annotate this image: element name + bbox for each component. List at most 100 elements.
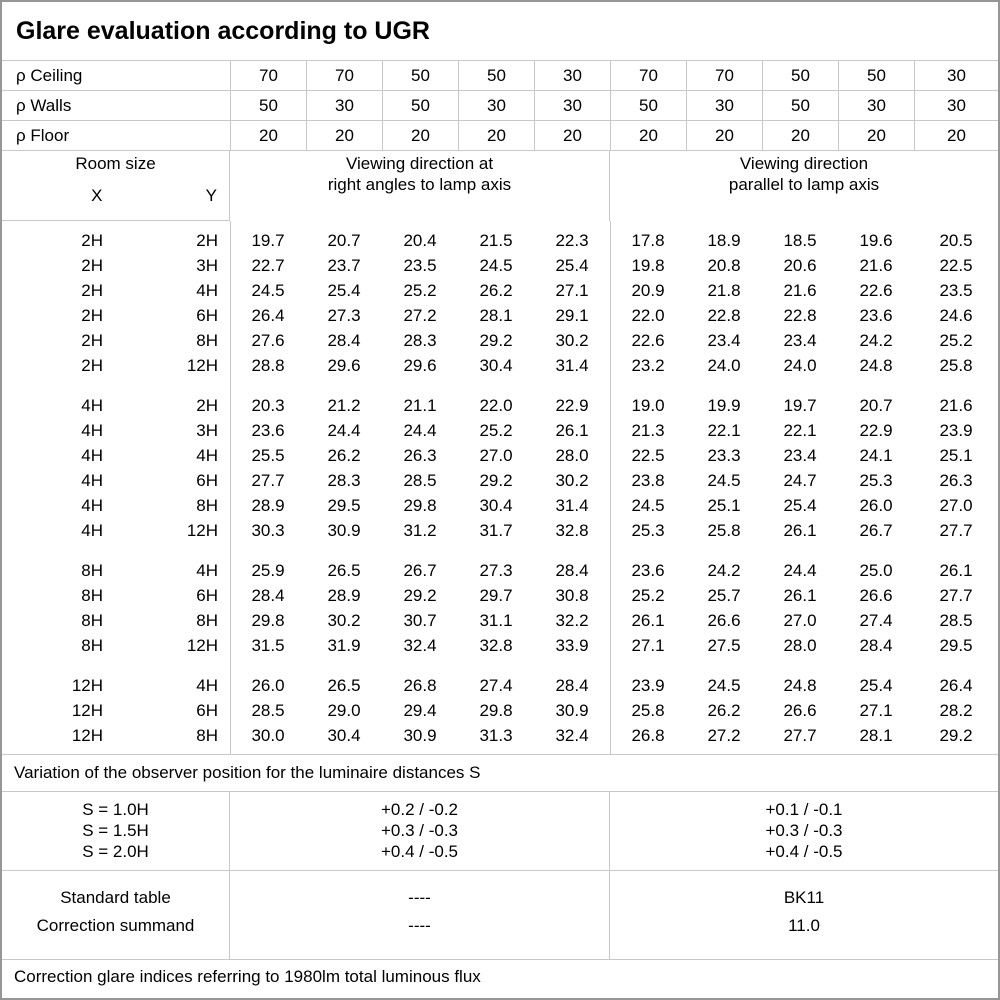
s-variation-value: +0.4 / -0.5 xyxy=(765,842,843,861)
ugr-value: 19.8 xyxy=(631,255,665,275)
ugr-value: 30.9 xyxy=(403,725,437,745)
ugr-value: 29.1 xyxy=(555,305,589,325)
ugr-value: 21.1 xyxy=(403,395,437,415)
ugr-value: 23.4 xyxy=(707,330,741,350)
ugr-value: 18.9 xyxy=(707,230,741,250)
room-y-value: 6H xyxy=(196,471,218,490)
room-x-value: 2H xyxy=(81,231,103,250)
ugr-value: 23.3 xyxy=(707,445,741,465)
ugr-value: 29.5 xyxy=(327,495,361,515)
ugr-value: 22.0 xyxy=(479,395,513,415)
ugr-value: 19.7 xyxy=(783,395,817,415)
ugr-value: 22.5 xyxy=(631,445,665,465)
ugr-value: 31.1 xyxy=(479,610,513,630)
summary-value: ---- xyxy=(408,916,431,935)
page-title: Glare evaluation according to UGR xyxy=(16,16,430,45)
room-y-value: 3H xyxy=(196,256,218,275)
ugr-value: 25.8 xyxy=(939,355,973,375)
reflectance-value: 50 xyxy=(838,61,914,90)
ugr-value: 32.8 xyxy=(479,635,513,655)
ugr-value: 25.2 xyxy=(631,585,665,605)
table-row: 2H 2H 19.7 20.7 20.4 21.5 22.3 17.8 18.9 18.5 19… xyxy=(2,228,998,253)
ugr-value: 30.8 xyxy=(555,585,589,605)
table-row: 4H 6H 27.7 28.3 28.5 29.2 30.2 23.8 24.5 24.7 25… xyxy=(2,468,998,493)
ugr-value: 24.5 xyxy=(479,255,513,275)
room-y-value: 8H xyxy=(196,611,218,630)
room-x-value: 8H xyxy=(81,636,103,655)
table-row: 8H 12H 31.5 31.9 32.4 32.8 33.9 27.1 27.5 28.0 2… xyxy=(2,633,998,658)
ugr-value: 25.0 xyxy=(859,560,893,580)
viewing-right-angles-header: Viewing direction at right angles to lam… xyxy=(230,151,610,221)
ugr-value: 27.0 xyxy=(939,495,973,515)
ugr-value: 28.4 xyxy=(251,585,285,605)
ugr-value: 22.0 xyxy=(631,305,665,325)
ugr-value: 22.7 xyxy=(251,255,285,275)
ugr-value: 26.3 xyxy=(403,445,437,465)
divider-roomsize-values xyxy=(230,221,231,754)
s-distance-label: S = 1.0H xyxy=(82,800,149,819)
ugr-value: 23.9 xyxy=(631,675,665,695)
ugr-value: 27.0 xyxy=(783,610,817,630)
reflectance-value: 70 xyxy=(306,61,382,90)
reflectance-value: 30 xyxy=(534,61,610,90)
room-x-value: 8H xyxy=(81,586,103,605)
ugr-value: 27.7 xyxy=(251,470,285,490)
ugr-value: 26.8 xyxy=(631,725,665,745)
room-y-value: 2H xyxy=(196,396,218,415)
ugr-value: 24.5 xyxy=(707,675,741,695)
reflectance-section: ρ Ceiling 70 70 50 50 30 70 70 50 50 30 ρ Walls 5… xyxy=(2,61,998,151)
ugr-block-2h: 2H 2H 19.7 20.7 20.4 21.5 22.3 17.8 18.9 18.5 19… xyxy=(2,228,998,378)
ugr-value: 32.8 xyxy=(555,520,589,540)
ugr-value: 28.9 xyxy=(327,585,361,605)
ugr-value: 27.4 xyxy=(479,675,513,695)
ugr-value: 28.2 xyxy=(939,700,973,720)
ugr-value: 26.0 xyxy=(859,495,893,515)
ugr-value: 22.8 xyxy=(707,305,741,325)
reflectance-value: 20 xyxy=(306,121,382,150)
table-row: 12H 8H 30.0 30.4 30.9 31.3 32.4 26.8 27.2 27.7 2… xyxy=(2,723,998,748)
room-y-value: 8H xyxy=(196,726,218,745)
reflectance-values: 70 70 50 50 30 70 70 50 50 30 xyxy=(230,61,998,90)
ugr-value: 26.2 xyxy=(479,280,513,300)
room-x-value: 2H xyxy=(81,281,103,300)
ugr-value: 30.7 xyxy=(403,610,437,630)
room-x-value: 4H xyxy=(81,471,103,490)
ugr-value: 20.6 xyxy=(783,255,817,275)
ugr-value: 27.3 xyxy=(327,305,361,325)
reflectance-value: 30 xyxy=(458,91,534,120)
s-variation-parallel: +0.1 / -0.1 +0.3 / -0.3 +0.4 / -0.5 xyxy=(610,792,998,870)
reflectance-value: 70 xyxy=(686,61,762,90)
ugr-value: 28.5 xyxy=(251,700,285,720)
table-row: 2H 4H 24.5 25.4 25.2 26.2 27.1 20.9 21.8 21.6 22… xyxy=(2,278,998,303)
reflectance-value: 30 xyxy=(306,91,382,120)
table-row: 2H 3H 22.7 23.7 23.5 24.5 25.4 19.8 20.8 20.6 21… xyxy=(2,253,998,278)
reflectance-value: 20 xyxy=(610,121,686,150)
ugr-value: 27.5 xyxy=(707,635,741,655)
ugr-value: 22.9 xyxy=(555,395,589,415)
table-row: 4H 3H 23.6 24.4 24.4 25.2 26.1 21.3 22.1 22.1 22… xyxy=(2,418,998,443)
reflectance-value: 50 xyxy=(458,61,534,90)
ugr-value: 19.9 xyxy=(707,395,741,415)
ugr-value: 24.2 xyxy=(859,330,893,350)
ugr-value: 22.9 xyxy=(859,420,893,440)
s-variation-value: +0.3 / -0.3 xyxy=(765,821,843,840)
s-distance-label: S = 2.0H xyxy=(82,842,149,861)
ugr-value: 28.8 xyxy=(251,355,285,375)
room-y-value: 4H xyxy=(196,561,218,580)
reflectance-row: ρ Floor 20 20 20 20 20 20 20 20 20 20 xyxy=(2,121,998,151)
ugr-value: 22.3 xyxy=(555,230,589,250)
footer-note: Correction glare indices referring to 19… xyxy=(2,959,998,998)
ugr-value: 30.2 xyxy=(555,470,589,490)
ugr-value: 27.1 xyxy=(859,700,893,720)
ugr-value: 26.1 xyxy=(939,560,973,580)
room-size-header: Room size X Y xyxy=(2,151,230,221)
room-y-value: 2H xyxy=(196,231,218,250)
ugr-value: 17.8 xyxy=(631,230,665,250)
ugr-table: 2H 2H 19.7 20.7 20.4 21.5 22.3 17.8 18.9 18.5 19… xyxy=(2,221,998,754)
ugr-value: 28.3 xyxy=(403,330,437,350)
ugr-value: 27.7 xyxy=(783,725,817,745)
reflectance-value: 30 xyxy=(914,61,998,90)
ugr-value: 24.4 xyxy=(403,420,437,440)
ugr-value: 20.5 xyxy=(939,230,973,250)
ugr-value: 23.9 xyxy=(939,420,973,440)
